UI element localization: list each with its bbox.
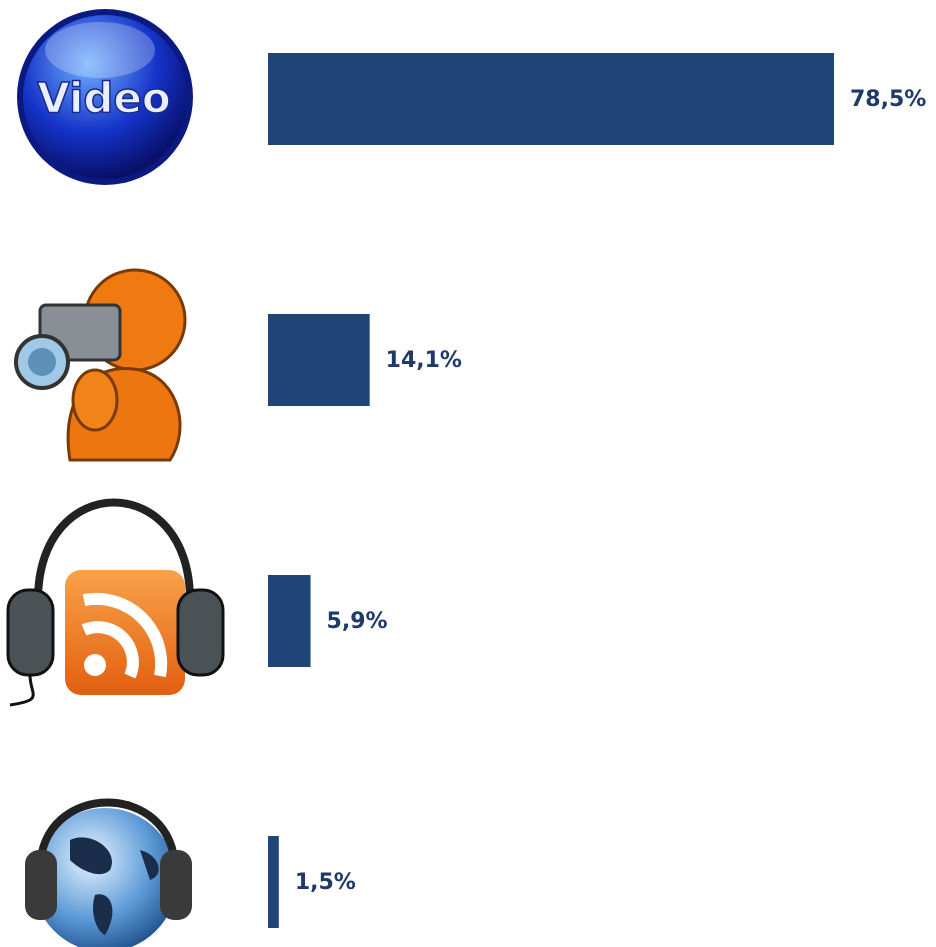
bar <box>268 53 834 145</box>
value-label: 14,1% <box>386 348 462 373</box>
value-label: 78,5% <box>850 87 926 112</box>
icon-label: Video <box>37 74 171 123</box>
bar <box>268 836 279 928</box>
photographer-icon <box>14 268 187 462</box>
globe-icon <box>25 798 192 947</box>
value-label: 5,9% <box>327 609 388 634</box>
bar <box>268 314 370 406</box>
video-icon: Video <box>17 9 193 185</box>
podcast-icon <box>6 498 225 707</box>
bar <box>268 575 311 667</box>
value-label: 1,5% <box>295 870 356 895</box>
